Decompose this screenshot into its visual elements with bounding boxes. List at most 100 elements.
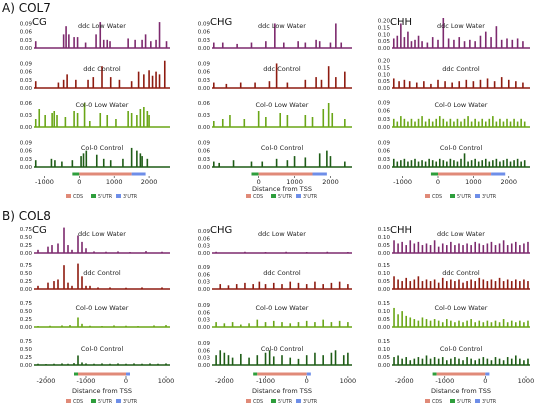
data-bar [99,22,102,48]
data-bar [264,352,267,365]
y-tick-label: 0.50 [20,235,33,241]
data-bar [75,79,77,88]
data-bar [85,150,88,167]
gene-5utr [253,372,258,376]
data-bar [272,282,275,289]
data-bar [130,147,133,167]
gene-cds [436,372,486,376]
data-bar [437,79,439,88]
data-bar [77,235,79,253]
data-bar [435,118,438,127]
data-bar [289,323,292,327]
y-tick-label: 0.00 [378,363,391,369]
data-bar [401,358,403,365]
data-bar [158,22,161,48]
y-tick-label: 0.00 [198,46,211,52]
data-bar [506,118,508,127]
data-bar [57,279,59,289]
data-bar [403,79,406,88]
data-bar [322,109,325,127]
data-bar [421,41,423,48]
row-label: ddc Control [83,269,121,277]
legend-label: CDS [73,194,83,200]
data-bar [467,161,469,167]
y-tick-label: 0.06 [198,101,211,107]
data-bar [225,83,228,88]
data-bar [342,355,345,365]
data-bar [490,279,493,289]
data-bar [392,158,395,167]
data-bar [470,160,473,167]
data-bar [286,115,289,127]
data-bar [442,118,445,127]
data-bar [66,74,68,88]
data-bar [77,317,79,327]
data-bar [513,160,515,167]
row-label: ddc Low Water [437,22,485,30]
data-bar [314,352,316,365]
row-label: ddc Control [263,65,301,73]
data-bar [410,160,413,167]
data-bar [527,281,529,289]
data-bar [417,320,420,327]
y-tick-label: 0.06 [198,30,211,36]
y-tick-label: 0.10 [378,72,391,78]
data-bar [219,350,222,365]
data-bar [67,282,69,289]
data-bar [490,360,493,365]
data-bar [161,287,163,289]
y-tick-label: 0.10 [378,309,391,315]
data-bar [495,121,498,127]
data-bar [474,118,476,127]
data-bar [264,252,267,253]
data-bar [53,281,55,289]
data-bar [401,281,403,289]
data-bar [51,113,53,127]
data-bar [453,160,455,167]
data-bar [258,281,261,289]
data-bar [486,281,489,289]
data-bar [482,322,485,327]
data-bar [510,358,513,365]
legend-swatch [116,194,121,198]
y-tick-label: 0.06 [198,149,211,155]
data-bar [344,161,346,167]
data-bar [472,81,475,88]
x-tick-label: 1000 [465,178,482,186]
y-tick-label: 0.00 [20,86,33,92]
data-bar [409,317,412,327]
data-bar [494,245,497,253]
data-bar [275,158,278,167]
x-tick-label: 2000 [141,178,158,186]
data-bar [149,363,151,365]
data-bar [407,161,409,167]
data-bar [326,150,328,167]
y-tick-label: 0.03 [198,280,211,286]
data-bar [421,358,424,365]
data-bar [437,282,440,289]
x-axis-label: Distance from TSS [72,387,132,395]
data-bar [514,355,517,365]
data-bar [413,319,416,327]
data-bar [498,322,501,327]
data-bar [34,119,37,127]
data-bar [414,39,416,48]
data-bar [335,23,337,48]
data-bar [398,81,400,88]
data-bar [424,161,427,167]
legend-swatch [450,399,455,403]
gene-cds [258,172,313,176]
data-bar [514,322,517,327]
data-bar [396,121,399,127]
data-bar [265,117,267,127]
data-bar [410,118,413,127]
y-tick-label: 0.03 [198,113,211,119]
row-label: Col-0 Control [261,345,304,353]
legend-label: 3'UTR [303,399,318,405]
data-bar [421,245,424,253]
data-bar [510,243,513,253]
data-bar [109,77,112,88]
data-bar [248,323,250,327]
gene-3utr [131,172,146,176]
